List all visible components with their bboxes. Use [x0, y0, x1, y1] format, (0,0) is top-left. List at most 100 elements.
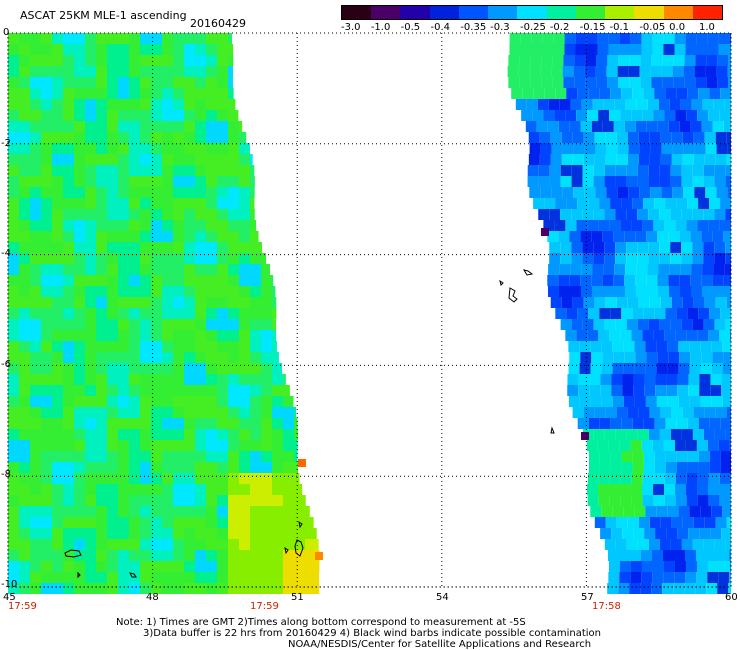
swath-cell: [41, 506, 52, 517]
swath-cell: [239, 341, 250, 352]
swath-cell: [717, 583, 729, 594]
swath-cell: [606, 143, 618, 154]
swath-cell: [206, 462, 217, 473]
swath-cell: [719, 495, 731, 506]
swath-cell: [547, 286, 559, 297]
swath-cell: [515, 99, 527, 110]
swath-cell: [616, 517, 628, 528]
swath-cell: [555, 308, 567, 319]
island-outline: [294, 539, 304, 557]
swath-cell: [19, 154, 30, 165]
swath-cell: [619, 572, 631, 583]
swath-cell: [576, 330, 588, 341]
swath-cell: [184, 374, 195, 385]
swath-cell: [217, 440, 228, 451]
swath-cell: [682, 407, 694, 418]
swath-cell: [710, 385, 722, 396]
swath-cell: [129, 352, 140, 363]
swath-cell: [30, 539, 41, 550]
swath-cell: [681, 539, 693, 550]
swath-cell: [250, 341, 261, 352]
swath-cell: [52, 264, 63, 275]
swath-cell: [676, 451, 688, 462]
swath-cell: [41, 187, 52, 198]
swath-cell: [728, 583, 731, 594]
swath-cell: [217, 374, 228, 385]
swath-cell: [595, 187, 607, 198]
swath-cell: [305, 528, 316, 539]
swath-cell: [19, 55, 30, 66]
swath-cell: [649, 407, 661, 418]
swath-cell: [151, 33, 162, 44]
swath-cell: [173, 242, 184, 253]
swath-cell: [151, 572, 162, 583]
swath-cell: [617, 66, 629, 77]
swath-cell: [195, 550, 206, 561]
note-line-3: NOAA/NESDIS/Center for Satellite Applica…: [288, 639, 592, 650]
swath-cell: [151, 583, 162, 594]
swath-cell: [715, 407, 727, 418]
swath-cell: [261, 473, 272, 484]
swath-cell: [622, 528, 634, 539]
swath-cell: [250, 561, 261, 572]
swath-cell: [272, 407, 283, 418]
swath-cell: [604, 319, 616, 330]
swath-cell: [206, 550, 217, 561]
pass-time-west-1: 17:59: [8, 601, 37, 612]
swath-cell: [697, 495, 709, 506]
swath-cell: [305, 583, 316, 594]
swath-cell: [272, 473, 283, 484]
swath-cell: [593, 253, 605, 264]
swath-cell: [724, 99, 731, 110]
swath-cell: [601, 341, 613, 352]
swath-cell: [217, 319, 228, 330]
swath-cell: [633, 385, 645, 396]
swath-cell: [228, 374, 239, 385]
swath-cell: [651, 55, 663, 66]
swath-cell: [588, 88, 600, 99]
map-title: ASCAT 25KM MLE-1 ascending: [20, 9, 187, 22]
swath-cell: [30, 440, 41, 451]
swath-cell: [707, 561, 719, 572]
swath-cell: [708, 495, 720, 506]
swath-cell: [195, 154, 206, 165]
swath-cell: [30, 385, 41, 396]
swath-cell: [19, 539, 30, 550]
swath-cell: [698, 198, 710, 209]
x-tick-48: 48: [146, 592, 159, 603]
x-tick-54: 54: [436, 592, 449, 603]
swath-cell: [52, 286, 63, 297]
swath-cell: [52, 330, 63, 341]
swath-cell: [540, 143, 552, 154]
swath-cell: [52, 297, 63, 308]
swath-cell: [726, 407, 731, 418]
swath-cell: [8, 495, 19, 506]
swath-cell: [173, 231, 184, 242]
swath-cell: [195, 561, 206, 572]
swath-cell: [107, 44, 118, 55]
swath-cell: [577, 198, 589, 209]
swath-cell: [665, 418, 677, 429]
swath-cell: [30, 418, 41, 429]
swath-cell: [670, 253, 682, 264]
swath-cell: [601, 506, 613, 517]
swath-cell: [8, 440, 19, 451]
swath-cell: [228, 143, 239, 154]
swath-cell: [694, 66, 706, 77]
swath-cell: [294, 429, 298, 440]
swath-cell: [686, 330, 698, 341]
swath-cell: [635, 121, 647, 132]
swath-cell: [726, 297, 731, 308]
swath-cell: [206, 33, 217, 44]
swath-cell: [63, 77, 74, 88]
swath-cell: [609, 495, 621, 506]
swath-cell: [638, 407, 650, 418]
swath-cell: [684, 550, 696, 561]
swath-cell: [250, 539, 261, 550]
swath-cell: [239, 231, 250, 242]
swath-cell: [714, 319, 726, 330]
swath-cell: [41, 110, 52, 121]
swath-cell: [195, 77, 206, 88]
swath-cell: [74, 462, 85, 473]
swath-cell: [625, 264, 637, 275]
